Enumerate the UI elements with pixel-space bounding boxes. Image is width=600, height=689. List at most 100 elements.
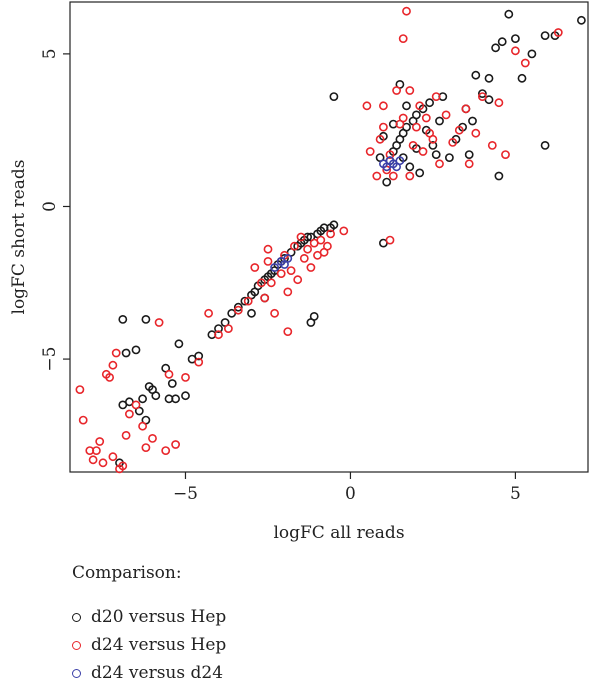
scatter-point-s1-p59 <box>372 171 382 181</box>
scatter-point-s0-p60 <box>405 162 415 172</box>
scatter-point-s1-p5 <box>95 437 105 446</box>
scatter-point-s0-p91 <box>382 177 392 187</box>
x-tick-label: 0 <box>345 484 356 504</box>
legend-title: Comparison: <box>72 563 182 583</box>
scatter-point-s0-p16 <box>171 394 180 404</box>
scatter-point-s1-p58 <box>365 147 375 156</box>
scatter-point-s1-p6 <box>98 458 108 468</box>
scatter-point-s1-p15 <box>124 409 134 419</box>
scatter-point-s1-p56 <box>385 235 395 245</box>
scatter-point-s1-p33 <box>263 256 273 266</box>
scatter-point-s1-p3 <box>88 455 98 465</box>
scatter-point-s1-p17 <box>138 421 147 431</box>
y-tick-label: 5 <box>40 48 60 59</box>
scatter-point-s1-p23 <box>171 440 180 449</box>
scatter-point-s1-p89 <box>421 113 431 123</box>
plot-frame <box>69 1 589 473</box>
y-axis-label: logFC short reads <box>9 160 29 315</box>
scatter-point-s0-p68 <box>431 150 441 159</box>
scatter-point-s1-p16 <box>131 400 141 410</box>
scatter-point-s0-p70 <box>444 153 454 162</box>
scatter-point-s0-p4 <box>131 345 141 355</box>
scatter-point-s1-p38 <box>283 287 293 297</box>
scatter-point-s0-p79 <box>504 9 514 19</box>
x-axis: −5 0 5 <box>173 472 521 504</box>
scatter-point-s1-p21 <box>161 446 171 455</box>
scatter-point-s1-p75 <box>454 125 464 135</box>
legend-marker-icon <box>72 612 81 622</box>
scatter-point-s1-p73 <box>441 110 451 120</box>
scatter-point-s1-p27 <box>214 330 223 340</box>
scatter-point-s0-p22 <box>214 324 223 333</box>
scatter-point-s0-p77 <box>491 43 500 53</box>
scatter-point-s0-p11 <box>118 314 128 324</box>
legend-label: d20 versus Hep <box>91 607 227 627</box>
scatter-point-s1-p10 <box>108 452 118 462</box>
scatter-point-s0-p82 <box>527 49 537 59</box>
scatter-point-s1-p13 <box>118 461 128 471</box>
scatter-point-s0-p47 <box>329 220 339 230</box>
scatter-point-s0-p26 <box>240 296 250 306</box>
scatter-point-s0-p74 <box>471 70 481 80</box>
scatter-point-s1-p76 <box>464 159 474 169</box>
scatter-point-s1-p79 <box>487 140 497 150</box>
scatter-point-s1-p35 <box>270 308 279 318</box>
scatter-point-s1-p50 <box>322 241 332 251</box>
scatter-point-s1-p92 <box>378 101 388 111</box>
y-tick-label: −5 <box>40 347 60 372</box>
scatter-point-s1-p11 <box>111 348 121 358</box>
scatter-point-s0-p49 <box>247 308 256 318</box>
scatter-point-s1-p86 <box>375 134 385 144</box>
scatter-point-s1-p91 <box>428 134 438 144</box>
scatter-point-s0-p66 <box>425 98 434 108</box>
scatter-point-s1-p78 <box>477 92 487 101</box>
scatter-point-s2-p3 <box>283 253 293 263</box>
scatter-point-s1-p18 <box>141 443 151 452</box>
legend: Comparison: d20 versus Hep d24 versus He… <box>72 563 226 689</box>
scatter-point-s1-p9 <box>108 360 118 370</box>
scatter-point-s0-p18 <box>181 391 190 401</box>
scatter-point-s1-p83 <box>553 28 563 37</box>
scatter-point-s0-p62 <box>411 110 421 120</box>
scatter-point-s1-p1 <box>78 415 88 425</box>
scatter-point-s0-p14 <box>167 379 177 388</box>
scatter-point-s1-p28 <box>223 324 233 333</box>
scatter-point-s0-p51 <box>309 311 319 321</box>
scatter-point-s0-p83 <box>540 140 550 150</box>
scatter-point-s1-p71 <box>431 92 441 101</box>
legend-marker-icon <box>72 668 81 678</box>
scatter-point-s0-p85 <box>577 15 586 25</box>
scatter-point-s0-p81 <box>517 73 527 83</box>
scatter-point-s1-p65 <box>402 6 411 16</box>
scatter-point-s1-p87 <box>385 150 395 159</box>
scatter-point-s1-p67 <box>408 140 418 150</box>
scatter-point-s1-p34 <box>266 278 276 288</box>
scatter-point-s0-p2 <box>121 348 131 358</box>
scatter-point-s0-p76 <box>484 73 494 83</box>
legend-item-d24-vs-hep: d24 versus Hep <box>72 633 226 657</box>
scatter-point-s0-p96 <box>402 101 411 111</box>
scatter-point-s0-p86 <box>494 171 504 181</box>
scatter-point-s1-p14 <box>121 430 131 440</box>
scatter-point-s0-p52 <box>329 92 339 101</box>
scatter-point-s1-p74 <box>448 137 458 147</box>
scatter-point-s1-p42 <box>296 232 306 242</box>
scatter-point-s1-p44 <box>303 244 312 254</box>
scatter-point-s1-p45 <box>306 263 316 272</box>
scatter-point-s1-p51 <box>326 229 335 239</box>
scatter-point-s1-p54 <box>256 278 266 288</box>
scatter-point-s2-p0 <box>270 263 279 272</box>
scatter-point-s1-p80 <box>501 150 510 159</box>
scatter-point-s1-p36 <box>276 269 286 278</box>
points-layer <box>75 6 586 474</box>
legend-label: d24 versus Hep <box>91 635 227 655</box>
scatter-point-s1-p41 <box>293 275 303 285</box>
legend-label: d24 versus d24 <box>91 663 224 683</box>
scatter-point-s1-p88 <box>405 86 415 95</box>
scatter-point-s0-p20 <box>194 351 204 361</box>
scatter-point-s1-p32 <box>260 293 270 303</box>
scatter-point-s1-p8 <box>105 372 114 382</box>
scatter-point-s1-p40 <box>289 241 299 251</box>
scatter-point-s1-p19 <box>148 433 157 443</box>
scatter-point-s0-p78 <box>497 37 507 47</box>
